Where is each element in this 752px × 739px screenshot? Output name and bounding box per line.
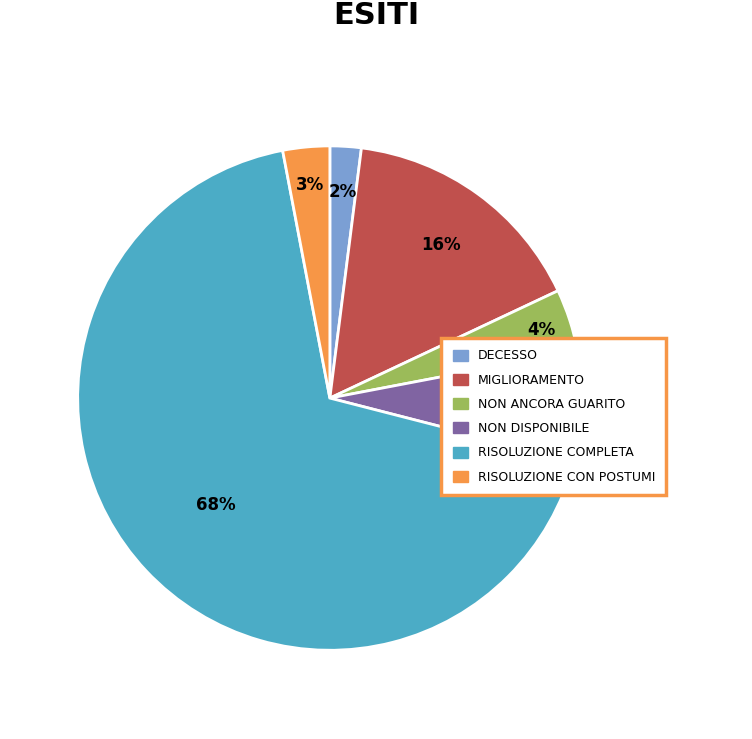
Wedge shape — [330, 148, 558, 398]
Text: 68%: 68% — [196, 496, 235, 514]
Text: 16%: 16% — [421, 236, 461, 254]
Wedge shape — [330, 351, 582, 461]
Text: 7%: 7% — [512, 395, 541, 413]
Title: ESITI: ESITI — [333, 1, 419, 30]
Wedge shape — [77, 150, 574, 650]
Legend: DECESSO, MIGLIORAMENTO, NON ANCORA GUARITO, NON DISPONIBILE, RISOLUZIONE COMPLET: DECESSO, MIGLIORAMENTO, NON ANCORA GUARI… — [441, 338, 666, 495]
Wedge shape — [330, 146, 362, 398]
Text: 2%: 2% — [329, 183, 357, 201]
Text: 4%: 4% — [527, 321, 555, 338]
Wedge shape — [283, 146, 330, 398]
Wedge shape — [330, 290, 578, 398]
Text: 3%: 3% — [296, 176, 324, 194]
